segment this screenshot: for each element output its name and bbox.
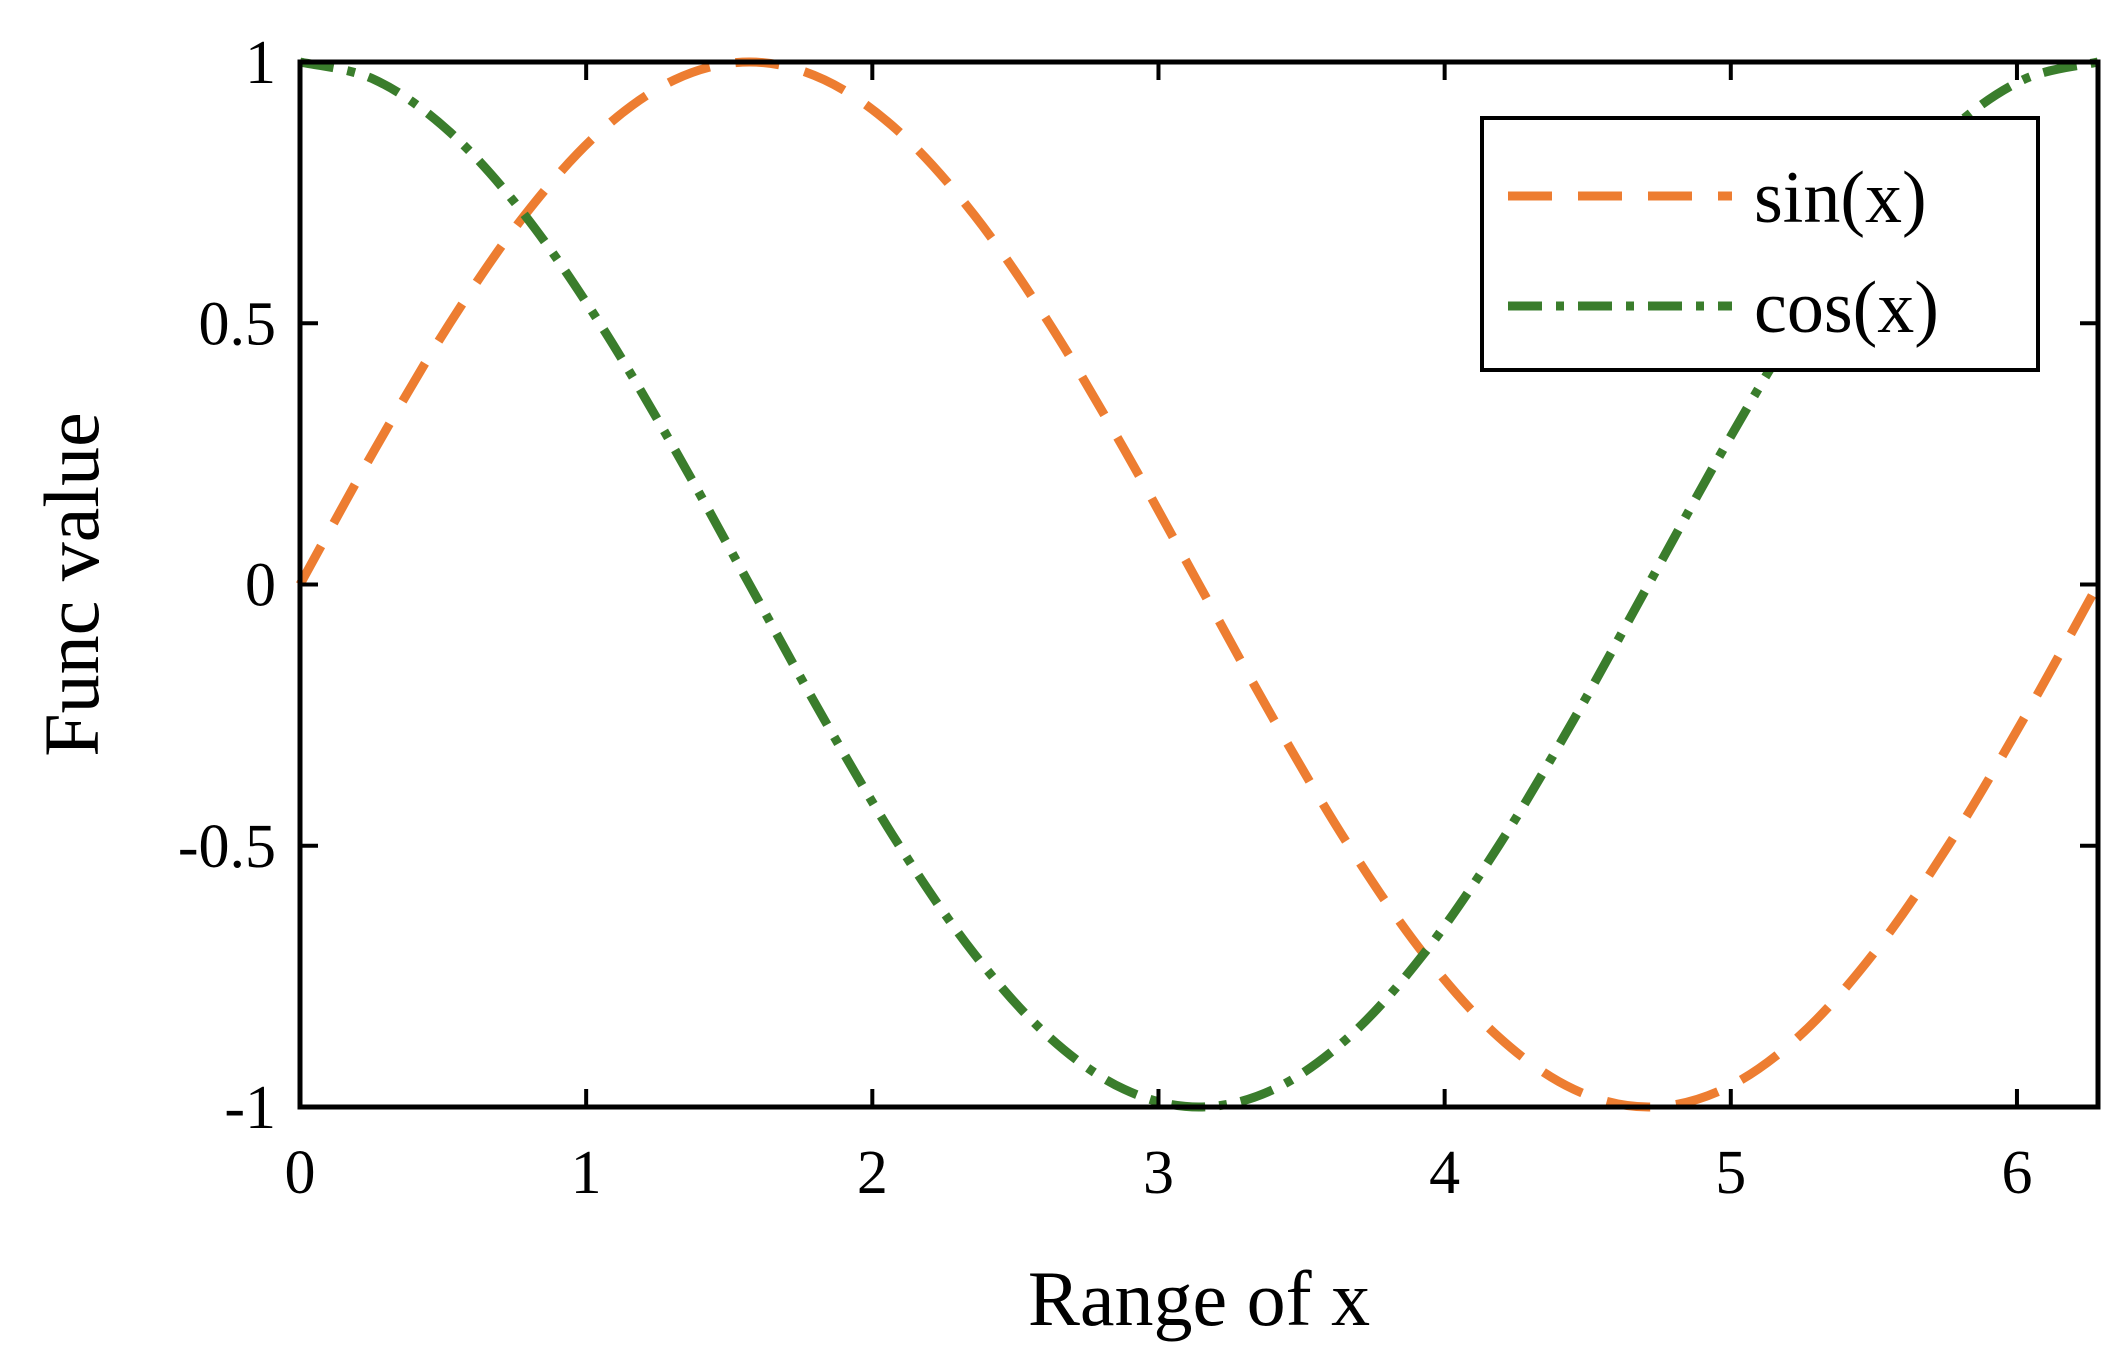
y-axis-label: Func value [28, 412, 115, 756]
x-tick-label: 5 [1715, 1139, 1746, 1207]
axis-ticks: 0 1 2 3 4 5 6 -1 -0.5 0 0.5 1 [178, 29, 2098, 1207]
y-tick-label: 0.5 [199, 290, 277, 358]
x-tick-label: 1 [571, 1139, 602, 1207]
y-tick-label: -0.5 [178, 813, 276, 881]
x-tick-label: 3 [1143, 1139, 1174, 1207]
x-tick-label: 0 [285, 1139, 316, 1207]
x-tick-label: 4 [1429, 1139, 1460, 1207]
x-axis-label: Range of x [1028, 1255, 1370, 1342]
legend-label-1: sin(x) [1754, 157, 1927, 239]
series-line-1 [296, 57, 2102, 1112]
x-tick-label: 2 [857, 1139, 888, 1207]
y-tick-label: 0 [245, 552, 276, 620]
x-tick-label: 6 [2001, 1139, 2032, 1207]
legend: sin(x) cos(x) [1480, 116, 2040, 372]
y-tick-label: 1 [245, 29, 276, 97]
legend-box [1480, 116, 2040, 372]
y-tick-label: -1 [224, 1074, 276, 1142]
legend-label-2: cos(x) [1754, 267, 1939, 349]
